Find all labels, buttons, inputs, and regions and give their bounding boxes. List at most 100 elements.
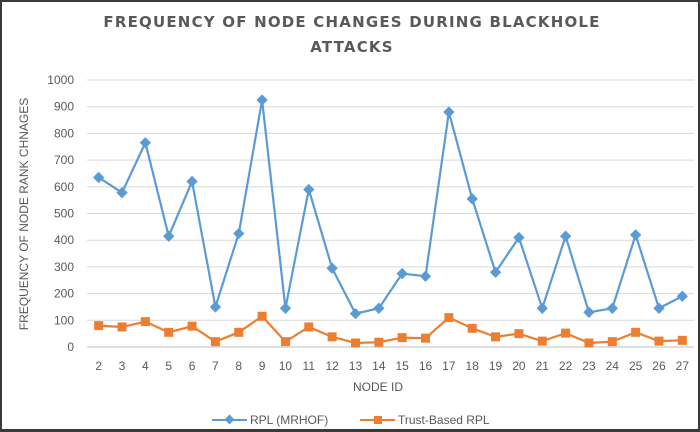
y-tick-label: 300 (54, 260, 74, 274)
data-point-diamond (559, 230, 572, 242)
data-point-diamond (256, 94, 268, 106)
x-tick-label: 16 (419, 359, 433, 373)
data-point-square (304, 322, 314, 332)
data-point-square (187, 321, 197, 331)
x-tick-label: 13 (349, 359, 363, 373)
data-point-square (117, 322, 127, 332)
x-tick-label: 6 (189, 359, 196, 373)
data-point-diamond (629, 229, 642, 241)
data-point-square (421, 333, 431, 343)
x-tick-label: 25 (629, 359, 643, 373)
y-tick-label: 700 (54, 153, 74, 167)
data-point-square (280, 337, 290, 347)
data-point-diamond (373, 302, 385, 314)
x-tick-label: 14 (372, 359, 386, 373)
x-axis-label: NODE ID (353, 380, 403, 394)
data-point-diamond (139, 137, 152, 149)
data-point-square (514, 329, 524, 339)
y-axis-label: FREQUENCY OF NODE RANK CHNAGES (17, 98, 31, 330)
y-tick-label: 0 (67, 340, 74, 354)
legend-label-trust-based-rpl: Trust-Based RPL (398, 413, 490, 427)
x-tick-label: 24 (606, 359, 620, 373)
data-point-square (467, 323, 477, 333)
x-tick-label: 8 (235, 359, 242, 373)
data-point-diamond (513, 231, 525, 244)
x-tick-label: 17 (442, 359, 456, 373)
data-point-diamond (466, 193, 478, 205)
data-point-diamond (583, 306, 595, 318)
data-point-diamond (676, 290, 688, 302)
x-tick-label: 19 (489, 359, 503, 373)
data-point-diamond (163, 230, 175, 242)
legend-label-rpl-mrhof: RPL (MRHOF) (250, 413, 328, 427)
data-point-diamond (279, 302, 292, 314)
x-tick-label: 9 (259, 359, 266, 373)
data-point-square (327, 332, 337, 342)
legend: RPL (MRHOF) Trust-Based RPL (212, 413, 490, 427)
data-point-diamond (233, 227, 245, 240)
data-point-diamond (209, 301, 222, 313)
y-tick-label: 600 (54, 180, 74, 194)
x-tick-label: 27 (676, 359, 690, 373)
data-point-square (397, 333, 407, 343)
data-point-square (677, 335, 687, 345)
data-point-diamond (326, 262, 338, 274)
data-point-square (234, 327, 244, 337)
y-tick-label: 500 (54, 207, 74, 221)
chart-title-line-2: ATTACKS (310, 38, 394, 56)
data-point-diamond (443, 106, 455, 118)
data-point-square (631, 327, 641, 337)
data-point-square (210, 337, 220, 347)
data-point-square (491, 332, 501, 342)
x-tick-label: 20 (512, 359, 526, 373)
data-point-square (94, 321, 104, 331)
data-point-diamond (489, 266, 502, 278)
data-point-diamond (606, 302, 618, 314)
data-point-diamond (186, 175, 198, 188)
x-tick-label: 23 (582, 359, 596, 373)
x-tick-label: 5 (165, 359, 172, 373)
data-point-diamond (419, 270, 432, 282)
data-point-square (584, 338, 594, 348)
data-point-square (654, 336, 664, 346)
data-point-diamond (303, 183, 315, 196)
y-tick-label: 100 (54, 313, 74, 327)
x-tick-label: 11 (303, 359, 316, 373)
data-point-square (537, 336, 547, 346)
data-point-square (607, 337, 617, 347)
y-tick-label: 200 (54, 287, 74, 301)
x-tick-label: 21 (536, 359, 550, 373)
legend-marker-square (374, 416, 382, 424)
data-point-square (561, 328, 571, 338)
data-point-diamond (116, 187, 128, 199)
legend-marker-diamond (224, 414, 235, 425)
data-point-square (374, 337, 384, 347)
data-point-diamond (653, 302, 665, 314)
y-tick-label: 1000 (47, 73, 74, 87)
data-point-square (140, 317, 150, 327)
x-tick-label: 2 (95, 359, 102, 373)
data-point-square (350, 338, 360, 348)
x-tick-label: 18 (466, 359, 480, 373)
x-tick-label: 10 (279, 359, 293, 373)
data-point-square (257, 311, 267, 321)
y-tick-label: 900 (54, 100, 74, 114)
data-point-square (444, 313, 454, 323)
data-point-diamond (93, 171, 105, 184)
chart-title-line-1: FREQUENCY OF NODE CHANGES DURING BLACKHO… (103, 13, 600, 31)
y-tick-label: 400 (54, 233, 74, 247)
data-point-square (164, 327, 174, 337)
x-tick-label: 4 (142, 359, 149, 373)
x-tick-label: 12 (325, 359, 339, 373)
data-point-diamond (536, 302, 548, 314)
data-point-diamond (396, 267, 408, 280)
x-tick-label: 26 (652, 359, 666, 373)
x-tick-label: 15 (395, 359, 409, 373)
x-tick-label: 3 (119, 359, 126, 373)
x-tick-label: 22 (559, 359, 573, 373)
x-tick-label: 7 (212, 359, 219, 373)
series-line-0 (98, 98, 683, 315)
data-point-diamond (349, 307, 362, 320)
